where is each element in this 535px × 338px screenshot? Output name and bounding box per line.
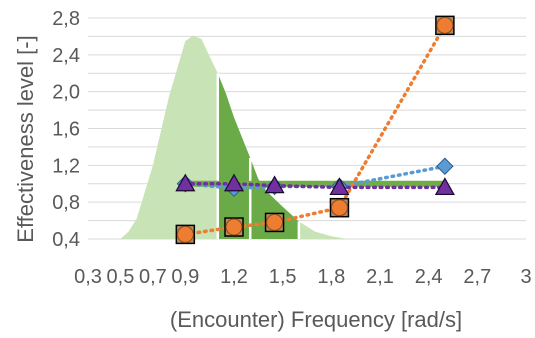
data-point xyxy=(329,177,350,196)
spectrum-area-dark xyxy=(217,73,299,239)
data-point xyxy=(223,173,245,192)
data-point xyxy=(224,217,244,237)
y-tick-label: 1,6 xyxy=(52,119,80,141)
y-tick-label: 2,4 xyxy=(52,45,80,67)
y-tick-label: 1,2 xyxy=(52,155,80,177)
data-point xyxy=(435,15,455,36)
series-group xyxy=(175,15,455,245)
x-tick-label: 0,3 xyxy=(74,266,102,288)
x-tick-label: 0,5 xyxy=(107,266,135,288)
x-tick-label: 3 xyxy=(520,266,531,288)
data-point xyxy=(175,224,196,245)
y-axis-ticks: 0,4 0,8 1,2 1,6 2,0 2,4 2,8 xyxy=(52,8,80,251)
x-tick-label: 1,2 xyxy=(220,266,248,288)
wave-spectrum xyxy=(120,35,348,239)
series-3 xyxy=(175,15,455,245)
y-tick-label: 2,8 xyxy=(52,8,80,30)
x-tick-label: 2,4 xyxy=(415,266,443,288)
y-tick-label: 0,8 xyxy=(52,192,80,214)
x-tick-label: 1,8 xyxy=(317,266,345,288)
data-point xyxy=(329,197,350,218)
x-tick-label: 0,7 xyxy=(139,266,167,288)
data-point xyxy=(436,157,454,175)
data-point xyxy=(264,175,285,194)
y-tick-label: 0,4 xyxy=(52,229,80,251)
x-axis-title: (Encounter) Frequency [rad/s] xyxy=(170,307,462,332)
x-tick-label: 0,9 xyxy=(171,266,199,288)
y-tick-label: 2,0 xyxy=(52,82,80,104)
series-4 xyxy=(175,173,455,196)
data-point xyxy=(434,177,455,196)
y-axis-title: Effectiveness level [-] xyxy=(13,35,38,242)
data-point xyxy=(264,212,285,233)
x-axis-ticks: 0,3 0,5 0,7 0,9 1,2 1,5 1,8 2,1 2,4 2,7 3 xyxy=(74,266,531,288)
x-tick-label: 2,7 xyxy=(463,266,491,288)
x-tick-label: 1,5 xyxy=(269,266,297,288)
data-point xyxy=(175,173,196,192)
x-tick-label: 2,1 xyxy=(366,266,394,288)
